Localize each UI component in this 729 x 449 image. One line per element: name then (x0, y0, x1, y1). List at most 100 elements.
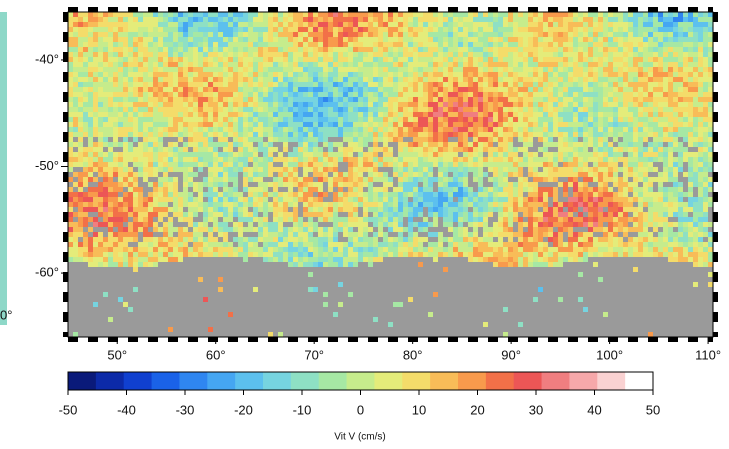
field-cell (653, 82, 658, 87)
field-cell (148, 82, 153, 87)
field-cell (88, 72, 93, 77)
field-cell (313, 52, 318, 57)
field-cell (503, 82, 508, 87)
field-cell (473, 22, 478, 27)
field-cell (703, 62, 708, 67)
field-cell (93, 67, 98, 72)
field-cell (123, 92, 128, 97)
field-cell (213, 42, 218, 47)
field-cell (358, 172, 363, 177)
field-cell (98, 197, 103, 202)
field-cell (208, 87, 213, 92)
field-cell (163, 87, 168, 92)
field-cell (448, 122, 453, 127)
field-cell (603, 72, 608, 77)
field-cell (603, 17, 608, 22)
field-cell (353, 27, 358, 32)
field-cell (618, 22, 623, 27)
field-cell (413, 107, 418, 112)
field-cell (613, 122, 618, 127)
field-cell (148, 72, 153, 77)
field-cell (493, 187, 498, 192)
field-cell (403, 162, 408, 167)
field-cell (103, 32, 108, 37)
field-cell (648, 167, 653, 172)
field-cell (108, 152, 113, 157)
field-cell (673, 147, 678, 152)
field-cell (468, 67, 473, 72)
field-cell (323, 117, 328, 122)
field-cell (318, 82, 323, 87)
field-cell (108, 17, 113, 22)
field-cell (708, 72, 713, 77)
field-cell (313, 202, 318, 207)
field-cell (608, 92, 613, 97)
field-cell (553, 82, 558, 87)
field-cell (408, 182, 413, 187)
field-cell (703, 137, 708, 142)
field-cell (138, 42, 143, 47)
field-cell (318, 87, 323, 92)
field-cell (398, 122, 403, 127)
field-cell (563, 102, 568, 107)
field-cell (473, 67, 478, 72)
field-cell (253, 42, 258, 47)
field-cell (408, 192, 413, 197)
field-cell (413, 167, 418, 172)
field-cell (588, 197, 593, 202)
field-cell (513, 187, 518, 192)
field-cell (358, 42, 363, 47)
field-cell (223, 172, 228, 177)
field-cell (158, 142, 163, 147)
field-cell (98, 167, 103, 172)
field-cell (253, 87, 258, 92)
field-cell (138, 77, 143, 82)
field-cell (98, 12, 103, 17)
field-cell (278, 17, 283, 22)
field-cell (438, 172, 443, 177)
field-cell (323, 102, 328, 107)
field-cell (333, 127, 338, 132)
field-cell (208, 92, 213, 97)
field-cell (333, 102, 338, 107)
field-cell (223, 162, 228, 167)
field-cell (453, 192, 458, 197)
field-cell (373, 142, 378, 147)
field-cell (543, 122, 548, 127)
field-cell (458, 82, 463, 87)
field-cell (118, 202, 123, 207)
field-cell (233, 127, 238, 132)
field-cell (698, 77, 703, 82)
field-cell (593, 22, 598, 27)
field-cell (173, 142, 178, 147)
field-cell (253, 102, 258, 107)
field-cell (143, 187, 148, 192)
field-cell (708, 17, 713, 22)
field-cell (468, 72, 473, 77)
field-cell (68, 187, 73, 192)
field-cell (533, 77, 538, 82)
field-cell (533, 177, 538, 182)
field-cell (238, 12, 243, 17)
field-cell (463, 192, 468, 197)
field-cell (353, 92, 358, 97)
field-cell (93, 32, 98, 37)
field-cell (653, 147, 658, 152)
field-cell (263, 92, 268, 97)
field-cell (93, 82, 98, 87)
field-cell (378, 172, 383, 177)
field-cell (123, 82, 128, 87)
field-cell (93, 27, 98, 32)
field-cell (173, 37, 178, 42)
field-cell (298, 107, 303, 112)
field-cell (263, 147, 268, 152)
field-cell (133, 12, 138, 17)
field-cell (378, 67, 383, 72)
field-cell (303, 182, 308, 187)
field-cell (68, 12, 73, 17)
field-cell (623, 67, 628, 72)
field-cell (183, 162, 188, 167)
field-cell (258, 82, 263, 87)
field-cell (688, 42, 693, 47)
field-cell (628, 177, 633, 182)
